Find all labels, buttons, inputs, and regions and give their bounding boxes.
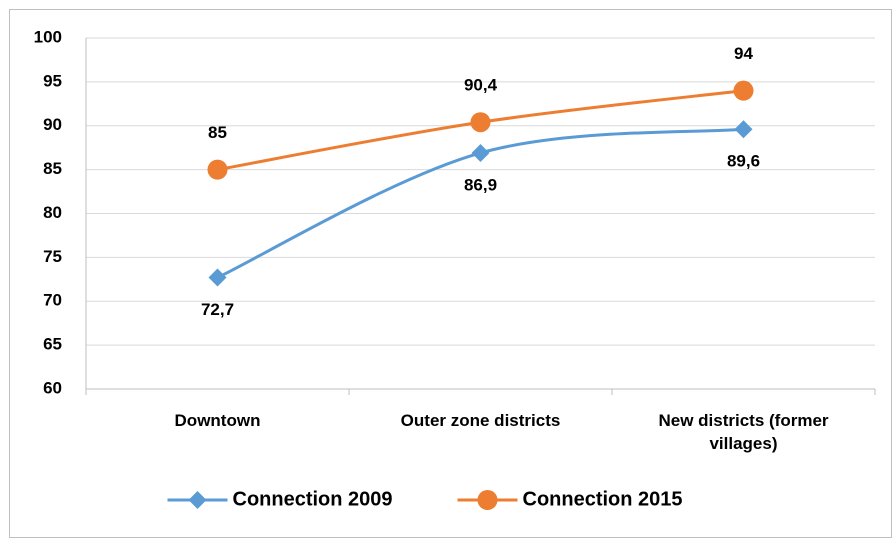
x-tick-label: New districts (former villages) <box>658 411 829 453</box>
data-label: 85 <box>208 123 227 142</box>
marker <box>188 491 207 509</box>
marker <box>208 268 227 287</box>
data-label: 86,9 <box>464 175 497 194</box>
data-label: 90,4 <box>464 76 498 95</box>
y-tick-label: 80 <box>43 203 62 222</box>
data-label: 89,6 <box>727 152 760 171</box>
y-tick-label: 65 <box>43 335 62 354</box>
marker <box>470 112 491 133</box>
marker <box>207 159 228 180</box>
marker <box>477 490 498 510</box>
y-tick-label: 100 <box>34 27 62 46</box>
data-label: 94 <box>734 44 753 63</box>
legend-label: Connection 2015 <box>523 488 683 510</box>
y-tick-label: 95 <box>43 71 62 90</box>
y-tick-label: 70 <box>43 291 62 310</box>
y-tick-label: 60 <box>43 378 62 397</box>
data-label: 72,7 <box>201 300 234 319</box>
x-tick-label: Outer zone districts <box>400 411 561 430</box>
marker <box>471 143 490 162</box>
x-tick-label: Downtown <box>174 411 261 430</box>
y-tick-label: 90 <box>43 115 62 134</box>
y-tick-label: 75 <box>43 247 62 266</box>
chart-border <box>9 9 892 538</box>
marker <box>734 120 753 139</box>
legend-label: Connection 2009 <box>233 488 393 510</box>
marker <box>733 80 754 101</box>
y-tick-label: 85 <box>43 159 62 178</box>
